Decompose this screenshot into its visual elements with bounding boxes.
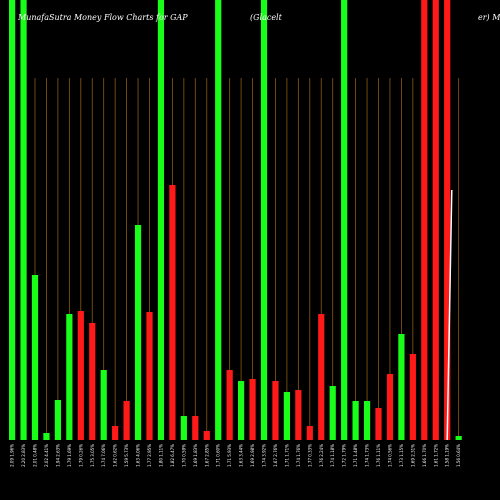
x-tick-label: 1.74 1.76% xyxy=(296,444,301,467)
bars xyxy=(9,0,462,440)
bar-down xyxy=(421,0,428,440)
x-tick-label: 1.70 0.59% xyxy=(181,444,186,467)
x-tick-label: 1.76 2.24% xyxy=(319,444,324,467)
x-tick-label: 1.74 1.18% xyxy=(330,444,335,467)
x-tick-label: 1.69 2.31% xyxy=(410,444,415,467)
x-tick-label: 1.73 1.15% xyxy=(399,444,404,467)
bar-up xyxy=(54,400,61,440)
x-tick-label: 1.74 7.06% xyxy=(101,444,106,467)
bar-down xyxy=(192,416,199,440)
bar-up xyxy=(260,0,268,440)
bar-down xyxy=(226,370,233,440)
bar-down xyxy=(112,426,119,440)
bar-up xyxy=(43,433,50,440)
bar-down xyxy=(146,312,153,440)
bar-down xyxy=(272,381,279,440)
chart-title-left: MunafaSutra Money Flow Charts for GAP xyxy=(17,13,188,22)
bar-down xyxy=(169,185,176,440)
trend-line-segment xyxy=(446,189,453,441)
x-tick-label: 1.77 0.33% xyxy=(307,444,312,467)
bar-up xyxy=(341,0,348,440)
bar-up xyxy=(363,401,371,440)
x-tick-label: 1.67 2.85% xyxy=(204,444,209,467)
bar-up xyxy=(215,0,222,440)
x-tick-labels: 2.09 1.96% 2.20 2.83% 2.01 0.48% 2.02 4.41%… xyxy=(10,444,462,467)
x-tick-label: 1.79 1.69% xyxy=(67,444,72,467)
bar-up xyxy=(157,0,165,440)
bar-up xyxy=(455,436,462,440)
x-tick-label: 1.71 0.60% xyxy=(216,444,221,467)
bar-up xyxy=(238,381,245,440)
bar-down xyxy=(306,426,313,440)
x-tick-label: 1.63 3.44% xyxy=(239,444,244,467)
x-tick-label: 1.74 3.92% xyxy=(262,444,267,467)
x-tick-label: 2.01 0.48% xyxy=(33,444,38,467)
x-tick-label: 1.79 0.26% xyxy=(78,444,83,467)
x-tick-label: 1.72 1.79% xyxy=(342,444,347,467)
x-tick-label: 1.67 2.76% xyxy=(273,444,278,467)
x-tick-label: 1.63 4.06% xyxy=(136,444,141,467)
bar-up xyxy=(283,392,290,440)
x-tick-label: 2.02 4.41% xyxy=(44,444,49,467)
x-tick-label: 1.59 5.73% xyxy=(124,444,129,467)
x-tick-label: 1.66 1.70% xyxy=(422,444,427,467)
bar-up xyxy=(20,0,27,440)
x-tick-label: 1.77 2.95% xyxy=(147,444,152,467)
chart-title-mid: (Glacelt xyxy=(250,13,283,22)
x-tick-label: 1.56 0.64% xyxy=(456,444,461,467)
x-tick-label: 1.71 1.71% xyxy=(284,444,289,467)
x-tick-label: 2.09 1.96% xyxy=(10,444,15,467)
bar-down xyxy=(386,374,394,440)
x-tick-label: 1.74 1.73% xyxy=(365,444,370,467)
bar-up xyxy=(134,225,142,440)
bar-up xyxy=(31,275,39,440)
x-tick-label: 1.61 1.72% xyxy=(433,444,438,467)
bar-down xyxy=(444,0,451,440)
x-tick-label: 1.62 0.62% xyxy=(113,444,118,467)
bar-down xyxy=(409,354,416,440)
x-tick-label: 1.71 1.48% xyxy=(353,444,358,467)
x-tick-label: 2.20 2.83% xyxy=(21,444,26,467)
x-tick-label: 1.74 0.56% xyxy=(387,444,392,467)
bar-down xyxy=(77,311,84,440)
x-tick-label: 1.71 5.93% xyxy=(227,444,232,467)
bar-down xyxy=(375,408,382,440)
bar-up xyxy=(352,401,359,440)
bar-down xyxy=(249,379,256,440)
bar-up xyxy=(9,0,16,440)
bar-down xyxy=(318,314,325,440)
x-tick-label: 1.69 1.83% xyxy=(193,444,198,467)
x-tick-label: 1.94 2.63% xyxy=(55,444,60,467)
x-tick-label: 1.76 1.11% xyxy=(376,444,381,467)
bar-up xyxy=(329,386,336,440)
x-tick-label: 1.75 3.05% xyxy=(90,444,95,467)
x-tick-label: 1.69 2.98% xyxy=(250,444,255,467)
bar-down xyxy=(432,0,439,440)
bar-up xyxy=(100,370,107,440)
bar-down xyxy=(89,323,96,440)
trend-line xyxy=(446,189,453,441)
bar-down xyxy=(295,390,302,440)
x-tick-label: 1.80 1.11% xyxy=(158,444,163,467)
bar-up xyxy=(398,334,405,440)
x-tick-label: 1.82 6.47% xyxy=(170,444,175,467)
x-tick-label: 1.58 1.19% xyxy=(445,444,450,467)
bar-down xyxy=(123,401,130,440)
chart-title-right: er) Mu xyxy=(478,13,500,22)
bar-down xyxy=(203,431,210,440)
bar-up xyxy=(180,416,187,440)
bar-up xyxy=(66,314,73,440)
